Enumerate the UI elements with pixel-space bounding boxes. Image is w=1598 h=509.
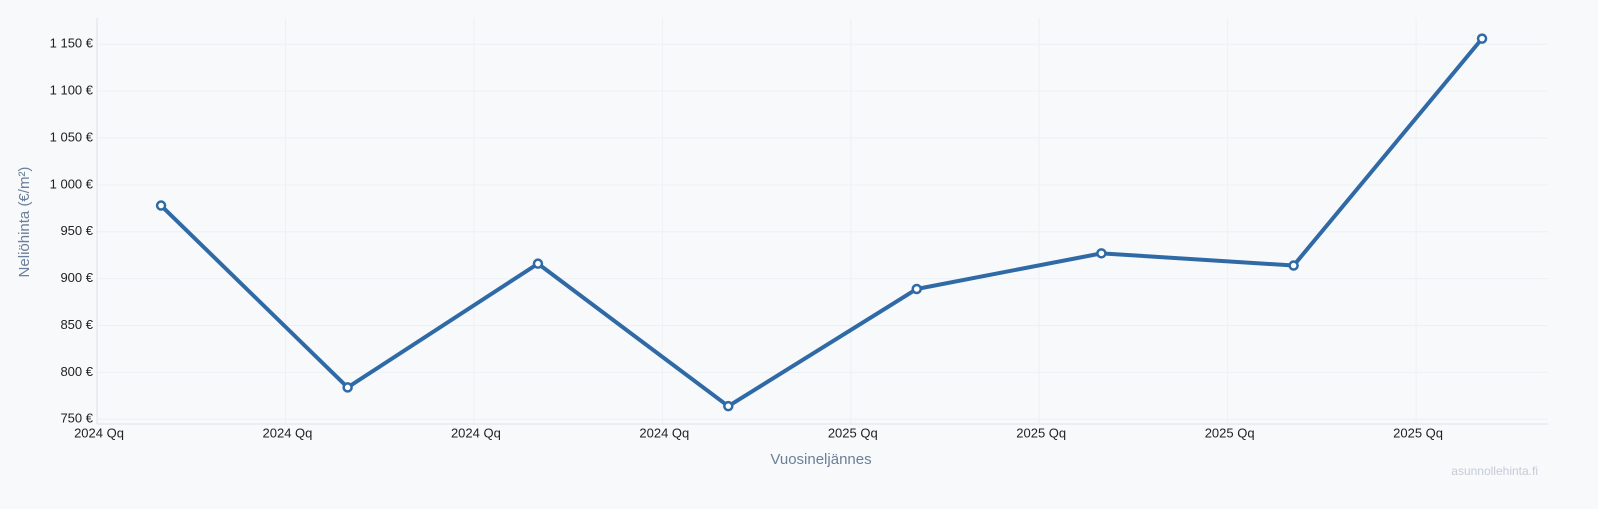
y-tick-label: 1 150 € [50, 36, 94, 51]
y-tick-label: 1 050 € [50, 129, 94, 144]
point [532, 258, 544, 269]
x-tick-label: 2025 Qq [828, 425, 878, 440]
x-tick-label: 2024 Qq [639, 425, 689, 440]
x-tick-label: 2024 Qq [74, 425, 124, 440]
point [1096, 248, 1107, 259]
point [911, 283, 922, 295]
y-tick-label: 850 € [60, 317, 93, 332]
y-tick-label: 750 € [60, 411, 93, 426]
point [342, 382, 353, 393]
point [155, 200, 167, 211]
y-tick-label: 1 000 € [50, 176, 94, 191]
y-tick-label: 900 € [60, 270, 93, 285]
x-axis-title: Vuosineljännes [770, 451, 871, 468]
point [723, 400, 734, 412]
x-tick-label: 2024 Qq [263, 425, 313, 440]
point [1288, 260, 1299, 271]
y-axis-title: Neliöhinta (€/m²) [16, 167, 33, 278]
x-tick-label: 2025 Qq [1205, 425, 1255, 440]
line [159, 37, 1484, 409]
y-tick-label: 800 € [60, 364, 93, 379]
x-tick-label: 2024 Qq [451, 425, 501, 440]
x-tick-label: 2025 Qq [1016, 425, 1066, 440]
y-tick-label: 1 100 € [50, 83, 94, 98]
y-tick-label: 950 € [60, 223, 93, 238]
x-tick-label: 2025 Qq [1393, 425, 1443, 440]
point [1476, 33, 1488, 44]
watermark: asunnollehinta.fi [1451, 464, 1538, 478]
